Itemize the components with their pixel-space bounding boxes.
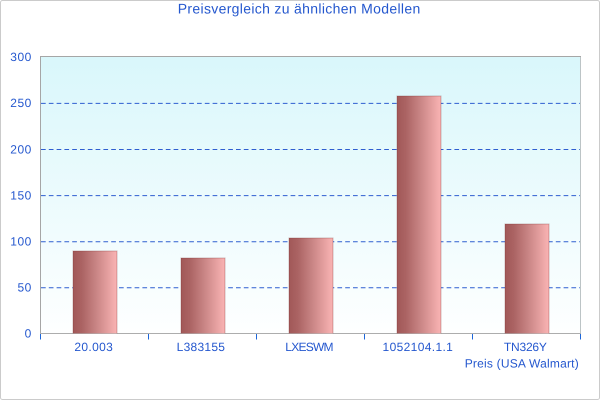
svg-text:TN326Y: TN326Y bbox=[504, 340, 547, 354]
svg-text:250: 250 bbox=[10, 96, 31, 110]
svg-text:Preis (USA Walmart): Preis (USA Walmart) bbox=[465, 357, 579, 371]
svg-text:300: 300 bbox=[10, 50, 31, 64]
svg-text:50: 50 bbox=[18, 281, 32, 295]
svg-text:150: 150 bbox=[10, 188, 31, 202]
svg-text:L383155: L383155 bbox=[177, 340, 226, 354]
svg-text:20.003: 20.003 bbox=[74, 340, 113, 354]
svg-text:200: 200 bbox=[10, 142, 31, 156]
svg-text:0: 0 bbox=[25, 327, 32, 341]
svg-text:100: 100 bbox=[10, 235, 31, 249]
svg-text:Preisvergleich zu ähnlichen Mo: Preisvergleich zu ähnlichen Modellen bbox=[178, 1, 421, 17]
svg-text:1052104.1.1: 1052104.1.1 bbox=[383, 340, 454, 354]
svg-text:LXESWM: LXESWM bbox=[285, 340, 333, 354]
